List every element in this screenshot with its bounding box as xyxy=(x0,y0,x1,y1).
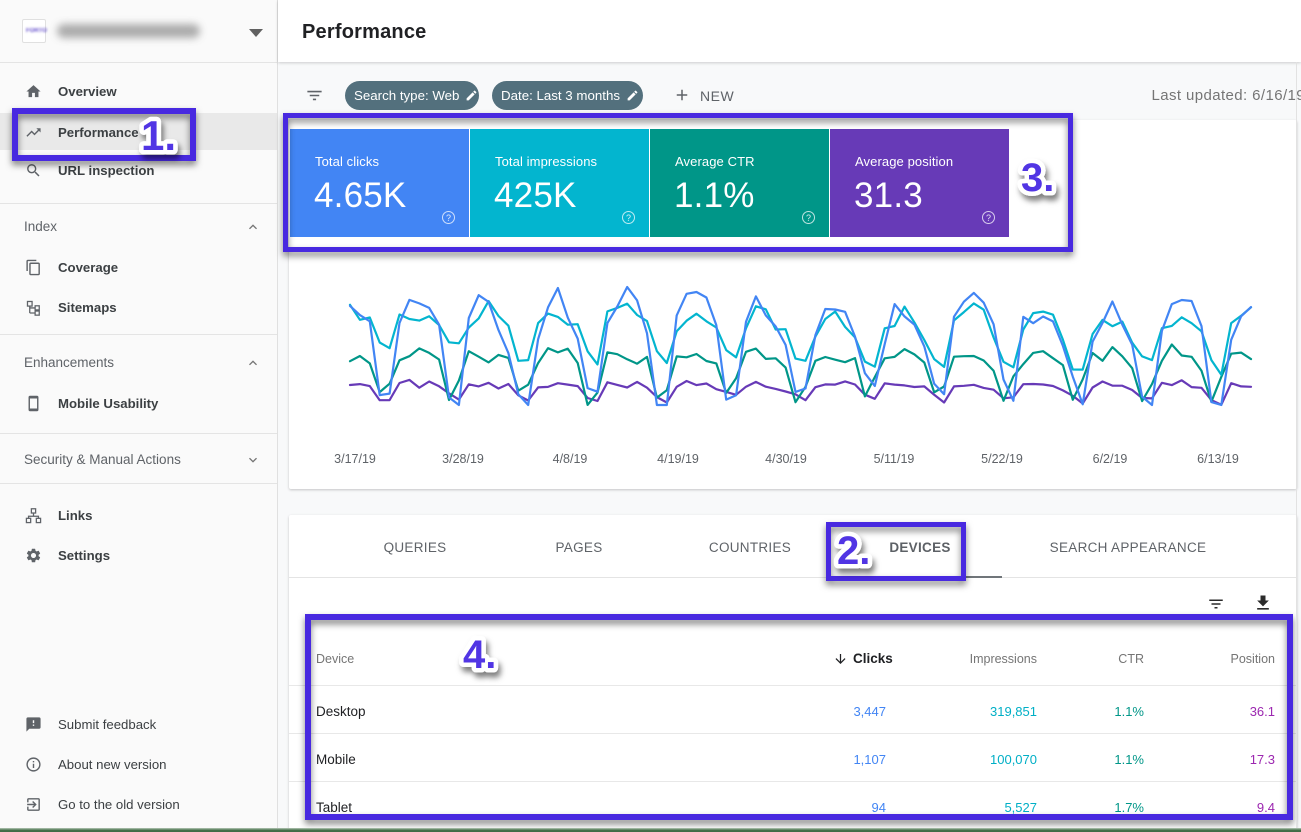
svg-text:2.: 2. xyxy=(837,529,870,573)
svg-text:3.: 3. xyxy=(1021,156,1054,200)
svg-text:4.: 4. xyxy=(463,633,496,677)
svg-text:1.: 1. xyxy=(141,112,176,159)
